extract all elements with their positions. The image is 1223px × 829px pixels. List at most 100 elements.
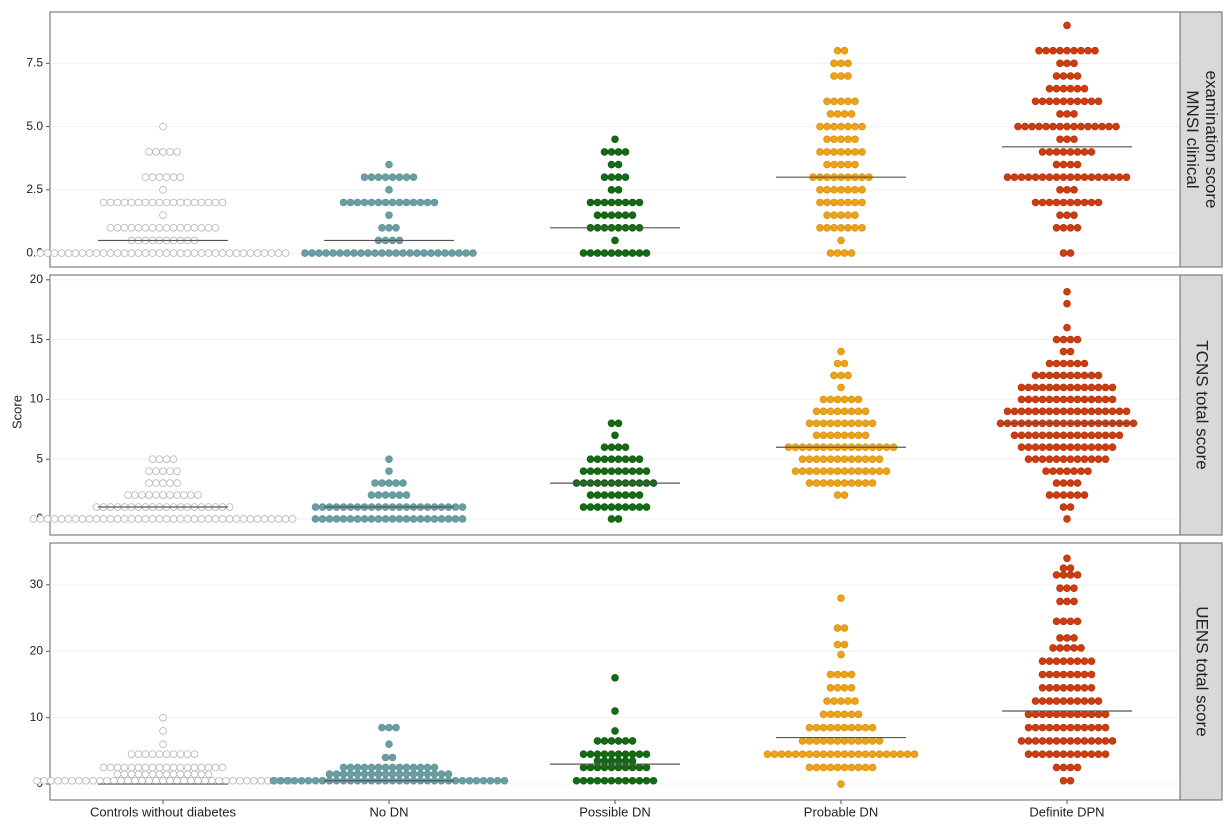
dot (162, 173, 171, 181)
dot (1094, 443, 1103, 452)
dot (1038, 723, 1047, 732)
dot (586, 763, 595, 772)
dot (1021, 122, 1029, 131)
dot (642, 503, 651, 511)
dot (138, 491, 146, 499)
dot (388, 198, 397, 207)
dot (159, 186, 167, 194)
dot (1059, 737, 1068, 745)
dot (642, 776, 651, 785)
dot (1031, 198, 1040, 207)
dot (1066, 763, 1075, 772)
dot (600, 757, 609, 765)
dot (1031, 723, 1040, 732)
dot (1052, 617, 1061, 626)
dot (1059, 617, 1068, 626)
dot (378, 249, 386, 257)
dot (1063, 59, 1071, 68)
dot (628, 776, 637, 785)
dot (844, 160, 852, 169)
dot (346, 198, 355, 207)
dot (833, 737, 842, 745)
dot (1045, 395, 1054, 404)
dot (269, 776, 278, 785)
dot (840, 491, 849, 499)
dot (416, 770, 425, 778)
dot (830, 97, 838, 106)
dot (1101, 173, 1110, 181)
dot (833, 640, 842, 649)
dot (833, 763, 842, 772)
dot (635, 763, 644, 772)
dot (628, 750, 637, 758)
dot (85, 515, 94, 523)
dot (1101, 750, 1110, 758)
dot (409, 763, 418, 772)
dot (851, 135, 859, 144)
dot (614, 186, 623, 194)
dot (169, 750, 178, 758)
dot (301, 249, 309, 257)
dot (611, 431, 619, 440)
dot (243, 776, 251, 785)
dot (830, 198, 838, 207)
dot (360, 173, 369, 181)
dot (847, 737, 856, 745)
dot (830, 186, 838, 194)
dot (211, 223, 220, 232)
dot (840, 46, 849, 55)
dot (1108, 407, 1117, 416)
dot (1031, 455, 1040, 463)
dot (614, 443, 623, 452)
dot (579, 249, 588, 257)
dot (169, 455, 178, 463)
dot (145, 479, 153, 487)
dot (847, 431, 856, 440)
dot (311, 776, 320, 785)
dot (837, 371, 845, 380)
dot (607, 491, 616, 499)
dot (113, 763, 122, 772)
dot (854, 467, 863, 475)
dot (257, 776, 265, 785)
dot (833, 419, 842, 428)
dot (826, 395, 835, 404)
dot (155, 173, 164, 181)
dot (628, 455, 637, 463)
dot (204, 198, 213, 207)
dot (579, 750, 588, 758)
dot (1066, 359, 1075, 368)
dot (1080, 683, 1089, 692)
dot (166, 479, 174, 487)
dot (155, 763, 164, 772)
dot (1063, 21, 1071, 30)
dot (816, 223, 824, 232)
dot (239, 515, 248, 523)
dot (183, 249, 192, 257)
dot (642, 467, 651, 475)
dot (1073, 359, 1082, 368)
dot (1052, 335, 1061, 344)
dot (1087, 431, 1096, 440)
dot (385, 223, 393, 232)
dot (141, 223, 150, 232)
dot (106, 249, 115, 257)
dot (423, 763, 432, 772)
dot (176, 515, 185, 523)
dot (409, 515, 418, 523)
dot (621, 776, 630, 785)
dot (837, 347, 845, 356)
dot (593, 776, 602, 785)
dot (1056, 211, 1064, 219)
dot (392, 479, 400, 487)
dot (169, 770, 178, 778)
dot (1073, 443, 1082, 452)
dot (1066, 173, 1075, 181)
dot (1077, 122, 1085, 131)
dot (798, 455, 807, 463)
dot (844, 59, 852, 68)
dot (1108, 431, 1117, 440)
dot (1115, 407, 1124, 416)
dot (99, 198, 108, 207)
dot (315, 249, 323, 257)
